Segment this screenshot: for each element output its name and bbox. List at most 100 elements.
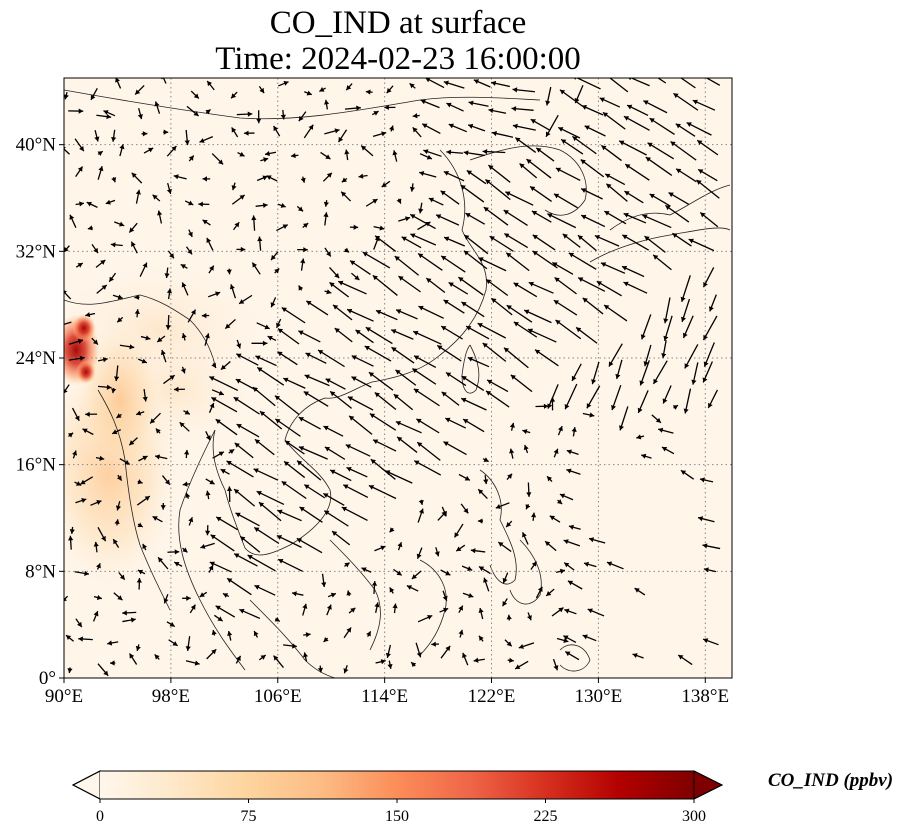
wind-arrow-head	[506, 252, 512, 258]
wind-arrow-head	[198, 201, 203, 207]
wind-arrow-head	[323, 493, 329, 498]
wind-arrow-shaft	[575, 78, 601, 90]
wind-arrow-head	[397, 436, 403, 442]
wind-arrow-head	[135, 89, 141, 95]
wind-arrow-head	[323, 201, 329, 207]
wind-arrow-head	[103, 110, 109, 115]
wind-arrow-head	[300, 177, 306, 183]
wind-arrow-head	[680, 470, 687, 476]
wind-arrow-head	[385, 652, 391, 658]
wind-arrow-head	[461, 397, 467, 403]
wind-arrow-head	[166, 288, 173, 294]
wind-arrow-shaft	[391, 346, 415, 364]
wind-arrow-head	[85, 312, 91, 318]
wind-arrow-head	[267, 335, 273, 341]
wind-arrow-head	[347, 396, 354, 402]
wind-arrow-head	[152, 194, 158, 200]
wind-arrow-shaft	[299, 506, 323, 523]
wind-vectors	[64, 78, 721, 677]
wind-arrow-head	[615, 373, 621, 379]
wind-arrow-head	[253, 468, 259, 474]
wind-arrow-shaft	[609, 78, 629, 93]
wind-arrow-head	[411, 574, 417, 580]
wind-arrow-shaft	[410, 233, 437, 246]
wind-arrow-head	[345, 444, 351, 449]
wind-arrow-head	[305, 352, 311, 358]
wind-arrow-head	[64, 290, 67, 294]
wind-arrow-shaft	[259, 410, 283, 430]
wind-arrow-head	[350, 260, 356, 266]
wind-arrow-shaft	[281, 480, 307, 500]
wind-arrow-shaft	[629, 78, 650, 87]
wind-arrow-head	[67, 432, 74, 438]
wind-arrow-head	[562, 233, 568, 239]
wind-arrow-head	[441, 391, 447, 397]
wind-arrow-head	[477, 518, 483, 524]
wind-arrow-head	[491, 298, 497, 304]
wind-arrow-head	[672, 233, 678, 238]
wind-arrow-head	[181, 333, 187, 339]
wind-arrow-head	[586, 403, 592, 409]
wind-arrow-head	[368, 485, 375, 490]
wind-arrow-head	[558, 607, 564, 613]
wind-arrow-head	[324, 510, 330, 516]
wind-arrow-shaft	[398, 275, 421, 293]
wind-arrow-head	[273, 655, 279, 661]
wind-arrow-head	[703, 567, 709, 573]
colorbar: 0 75 150 225 300	[71, 770, 724, 825]
wind-arrow-shaft	[623, 115, 650, 131]
wind-arrow-head	[234, 489, 240, 495]
wind-arrow-head	[532, 234, 538, 240]
wind-arrow-head	[503, 210, 509, 215]
wind-arrow-head	[317, 667, 324, 673]
wind-arrow-head	[324, 446, 331, 452]
wind-arrow-head	[205, 490, 211, 496]
wind-arrow-head	[568, 524, 574, 530]
wind-arrow-head	[257, 367, 263, 373]
wind-arrow-head	[418, 508, 424, 514]
wind-arrow-head	[675, 123, 681, 129]
wind-arrow-head	[346, 627, 352, 633]
wind-arrow-head	[653, 378, 659, 384]
wind-arrow-head	[682, 332, 688, 338]
wind-arrow-head	[478, 566, 485, 572]
wind-arrow-head	[329, 282, 335, 288]
wind-arrow-head	[78, 636, 83, 642]
wind-arrow-head	[236, 343, 242, 349]
wind-arrow-head	[522, 532, 527, 538]
wind-arrow-head	[325, 378, 331, 384]
wind-arrow-head	[655, 417, 661, 423]
wind-arrow-shaft	[596, 280, 622, 297]
wind-arrow-head	[93, 541, 99, 547]
wind-arrow-head	[458, 605, 463, 611]
wind-arrow-head	[389, 587, 395, 593]
wind-arrow-head	[525, 504, 531, 510]
wind-arrow-head	[678, 654, 684, 660]
wind-arrow-head	[110, 242, 116, 248]
wind-arrow-head	[157, 337, 163, 342]
wind-arrow-head	[351, 376, 357, 382]
wind-arrow-shaft	[642, 214, 672, 229]
wind-arrow-shaft	[64, 384, 70, 394]
wind-arrow-head	[209, 561, 215, 567]
wind-arrow-head	[515, 137, 521, 143]
wind-arrow-head	[292, 643, 297, 649]
wind-arrow-head	[392, 150, 398, 156]
wind-arrow-head	[150, 418, 156, 424]
wind-arrow-head	[519, 163, 525, 169]
wind-arrow-head	[277, 509, 283, 515]
wind-arrow-shaft	[162, 78, 167, 84]
wind-arrow-head	[708, 402, 713, 409]
wind-arrow-head	[306, 90, 312, 96]
wind-arrow-head	[576, 327, 582, 333]
wind-arrow-head	[702, 543, 708, 549]
wind-arrow-head	[199, 138, 205, 143]
wind-arrow-head	[558, 127, 564, 132]
colorbar-ticks: 0 75 150 225 300	[96, 799, 706, 825]
wind-arrow-head	[79, 145, 84, 152]
wind-arrow-head	[96, 500, 102, 505]
wind-arrow-head	[182, 547, 188, 553]
wind-arrow-head	[680, 296, 686, 302]
wind-arrow-head	[372, 199, 378, 204]
wind-arrow-head	[165, 325, 171, 330]
